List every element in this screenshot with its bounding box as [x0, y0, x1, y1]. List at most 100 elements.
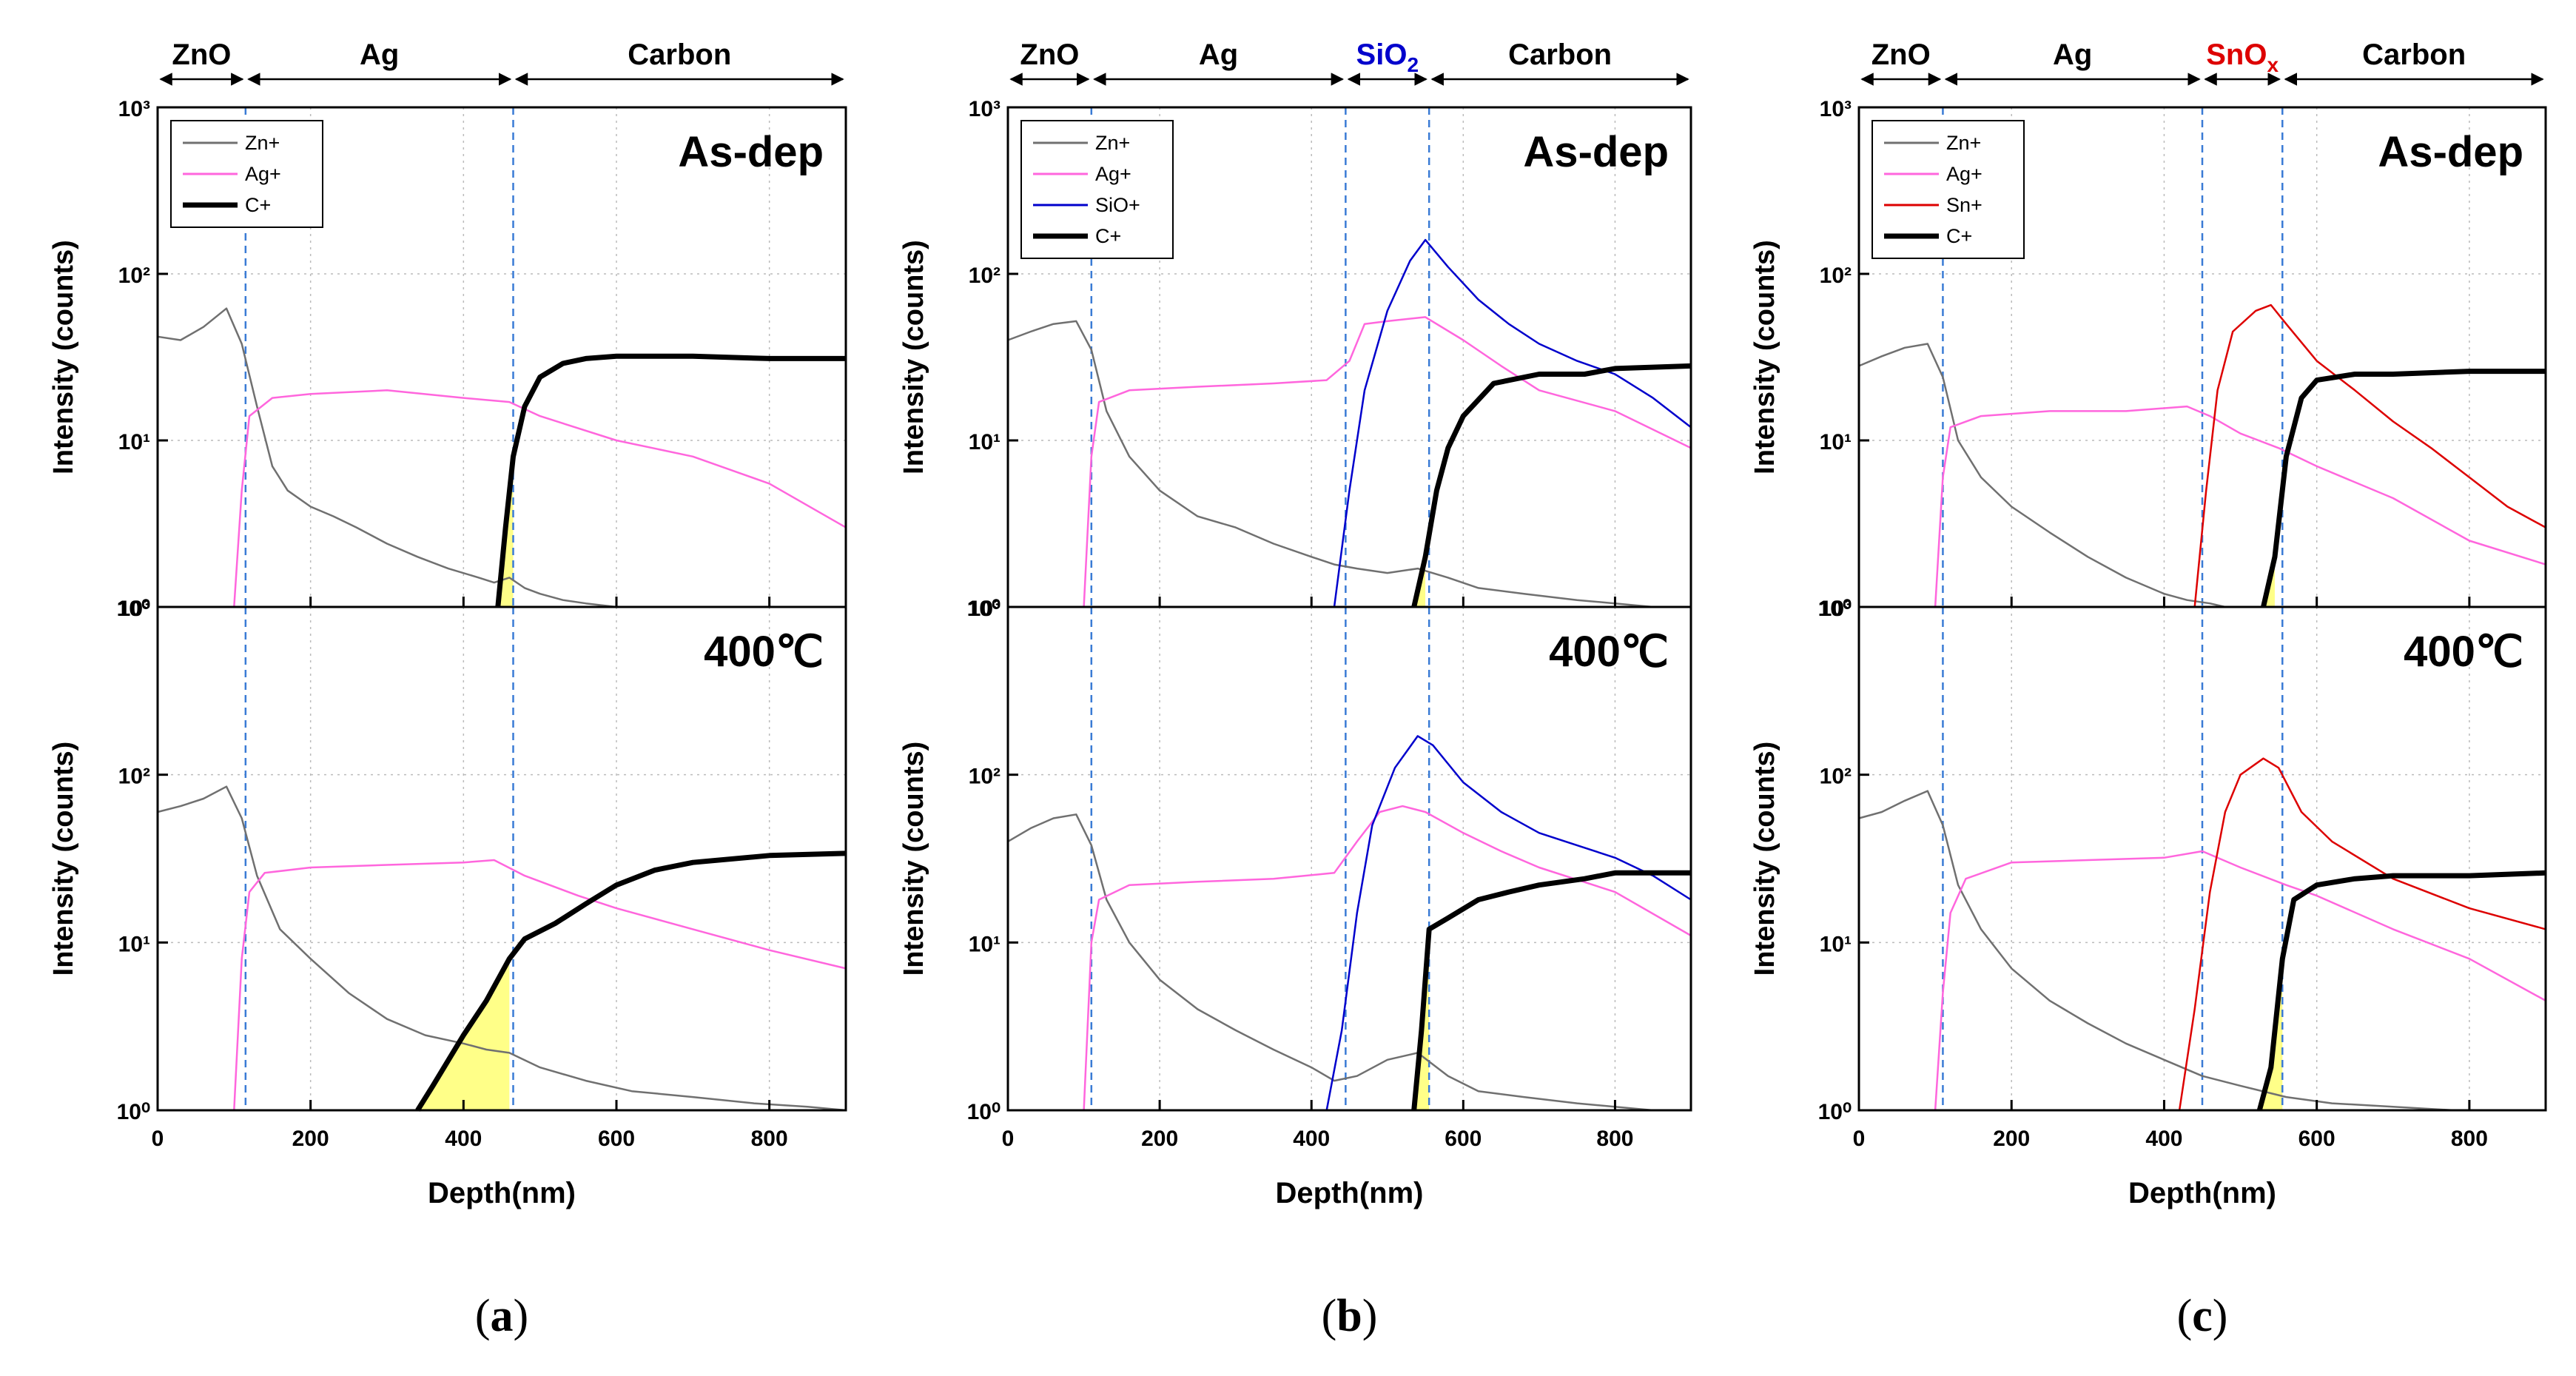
- y-tick-label: 10¹: [1820, 932, 1852, 956]
- y-tick-label: 10³: [118, 97, 150, 121]
- condition-label: 400℃: [704, 628, 824, 676]
- axes-frame: [1006, 605, 1692, 1112]
- legend-entry: Zn+: [245, 132, 280, 154]
- caption-close: ): [1362, 1291, 1378, 1341]
- x-tick-label: 600: [598, 1127, 635, 1151]
- caption-letter: a: [491, 1291, 514, 1341]
- subplot-400c: 10⁰ 10¹ 10² 10³ 400℃ Intensity (counts): [48, 597, 847, 1124]
- layer-name: ZnO: [1872, 38, 1931, 71]
- series-zn-plus: [157, 785, 847, 1112]
- caption-open: (: [2177, 1291, 2193, 1341]
- x-tick-label: 800: [751, 1127, 788, 1151]
- x-axis-label: Depth(nm): [428, 1177, 576, 1209]
- x-tick-label: 200: [1993, 1127, 2030, 1151]
- y-axis-label: Intensity (counts): [48, 240, 79, 474]
- layer-name: Carbon: [1508, 38, 1612, 71]
- layer-label: Carbon: [1508, 38, 1612, 71]
- layer-name: Ag: [360, 38, 399, 71]
- y-axis-label: Intensity (counts): [898, 742, 929, 976]
- y-tick-label: 10⁰: [117, 597, 150, 621]
- condition-label: As-dep: [678, 128, 824, 176]
- series-zn-plus: [1007, 813, 1653, 1112]
- y-tick-label: 10³: [969, 97, 1001, 121]
- layer-label: Ag: [2053, 38, 2092, 71]
- layer-name: Carbon: [2362, 38, 2466, 71]
- layer-label: ZnO: [1020, 38, 1079, 71]
- layer-label: SnOx: [2206, 38, 2279, 76]
- series-c-plus: [1411, 870, 1691, 1111]
- y-tick-label: 10²: [118, 264, 150, 288]
- y-tick-label: 10¹: [969, 932, 1001, 956]
- y-tick-label: 10¹: [969, 430, 1001, 454]
- panel-c: ZnO Ag SnOx Carbon 10⁰ 10¹ 10² 10³ As-dep Intensi…: [1749, 38, 2547, 1341]
- layer-label: Carbon: [628, 38, 731, 71]
- x-tick-label: 0: [1002, 1127, 1015, 1151]
- y-tick-label: 10³: [118, 597, 150, 621]
- caption-close: ): [514, 1291, 529, 1341]
- series-c-plus: [2261, 369, 2546, 608]
- y-axis-label: Intensity (counts): [1749, 742, 1780, 976]
- layer-name: ZnO: [1020, 38, 1079, 71]
- layer-label: SiO2: [1356, 38, 1419, 76]
- layer-subscript: x: [2267, 53, 2279, 76]
- caption-open: (: [475, 1291, 491, 1341]
- layer-subscript: 2: [1407, 53, 1419, 76]
- legend-entry: SiO+: [1095, 194, 1140, 216]
- layer-name: SiO: [1356, 38, 1408, 71]
- overlap-shading: [1413, 929, 1430, 1110]
- condition-label: 400℃: [2404, 628, 2523, 676]
- condition-label: 400℃: [1549, 628, 1669, 676]
- y-tick-label: 10²: [969, 765, 1001, 789]
- x-axis-label: Depth(nm): [2128, 1177, 2276, 1209]
- y-tick-label: 10²: [1820, 264, 1852, 288]
- series-zn-plus: [1858, 790, 2455, 1112]
- legend-entry: Ag+: [245, 163, 281, 185]
- y-tick-label: 10¹: [1820, 430, 1852, 454]
- overlap-shading: [2259, 959, 2283, 1110]
- series-ag-plus: [1934, 405, 2546, 608]
- layer-label: ZnO: [1872, 38, 1931, 71]
- y-tick-label: 10⁰: [967, 597, 1001, 621]
- overlap-shading: [417, 959, 510, 1110]
- condition-label: As-dep: [2378, 128, 2523, 176]
- series-ag-plus: [233, 859, 847, 1111]
- layer-label: Carbon: [2362, 38, 2466, 71]
- axes-frame: [1857, 605, 2547, 1112]
- x-tick-label: 400: [445, 1127, 482, 1151]
- legend-entry: Ag+: [1946, 163, 1983, 185]
- x-tick-label: 200: [292, 1127, 329, 1151]
- legend-entry: Sn+: [1946, 194, 1983, 216]
- layer-name: ZnO: [172, 38, 231, 71]
- legend: Zn+ Ag+ SiO+ C+: [1020, 120, 1174, 259]
- y-tick-label: 10⁰: [1818, 1100, 1852, 1124]
- series-zn-plus: [1858, 343, 2226, 608]
- series-c-plus: [495, 353, 846, 608]
- y-tick-label: 10²: [1820, 765, 1852, 789]
- panel-caption: (a): [475, 1291, 528, 1341]
- y-tick-label: 10¹: [118, 932, 150, 956]
- x-tick-label: 800: [2451, 1127, 2488, 1151]
- series-sio-plus: [1325, 735, 1692, 1111]
- legend-entry: Zn+: [1946, 132, 1981, 154]
- x-tick-label: 200: [1141, 1127, 1178, 1151]
- layer-label: Ag: [1199, 38, 1238, 71]
- caption-close: ): [2213, 1291, 2228, 1341]
- y-tick-label: 10³: [1820, 597, 1852, 621]
- x-axis-label: Depth(nm): [1276, 1177, 1424, 1209]
- legend-entry: C+: [1095, 225, 1121, 247]
- layer-name: SnO: [2206, 38, 2267, 71]
- caption-letter: c: [2192, 1291, 2213, 1341]
- legend: Zn+ Ag+ C+: [170, 120, 323, 228]
- legend-entry: C+: [1946, 225, 1972, 247]
- y-tick-label: 10³: [1820, 97, 1852, 121]
- subplot-as-dep: 10⁰ 10¹ 10² 10³ As-dep Intensity (counts) Zn+ A…: [48, 97, 847, 621]
- x-tick-label: 0: [152, 1127, 164, 1151]
- x-tick-label: 0: [1853, 1127, 1866, 1151]
- layer-label: ZnO: [172, 38, 231, 71]
- subplot-400c: 10⁰ 10¹ 10² 10³ 400℃ Intensity (counts): [898, 597, 1692, 1124]
- panel-caption: (c): [2177, 1291, 2228, 1341]
- series-c-plus: [1411, 363, 1692, 608]
- series-ag-plus: [1083, 316, 1692, 608]
- caption-letter: b: [1336, 1291, 1362, 1341]
- series-ag-plus: [233, 389, 847, 608]
